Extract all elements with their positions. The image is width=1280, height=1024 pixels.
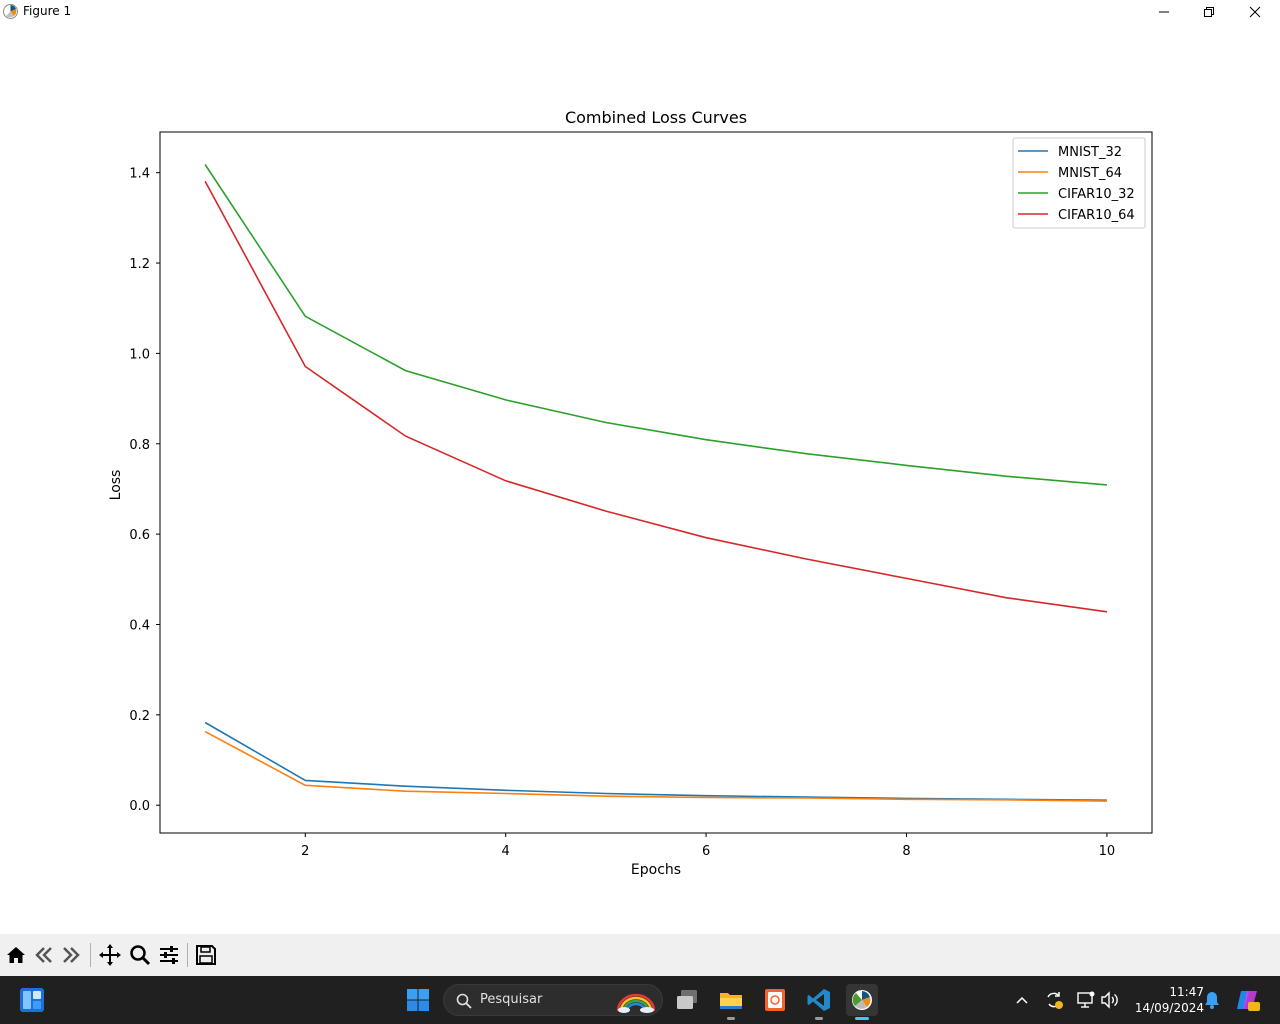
home-icon [7,947,25,963]
widgets-button[interactable] [16,984,48,1016]
file-explorer-running-indicator [727,1017,735,1020]
x-tick-label: 2 [301,844,309,859]
legend-label-cifar10_64: CIFAR10_64 [1058,208,1135,223]
zoom-button[interactable] [127,942,153,968]
minimize-button[interactable] [1141,0,1187,23]
network-tray-button[interactable] [1074,976,1098,1024]
show-hidden-icons-button[interactable] [1012,976,1032,1024]
save-button[interactable] [193,942,219,968]
sync-icon [1047,992,1063,1009]
navigation-toolbar [0,934,1280,976]
series-line-mnist_64 [204,730,1107,802]
chart-title: Combined Loss Curves [565,108,747,127]
app-button[interactable] [759,984,791,1016]
series-line-mnist_32 [204,721,1107,801]
home-button[interactable] [3,942,29,968]
toolbar-separator [90,943,91,967]
configure-subplots-button[interactable] [156,942,182,968]
save-icon [196,945,216,965]
x-tick-label: 8 [902,844,910,859]
matplotlib-taskbar-button[interactable] [846,984,878,1016]
clock-time: 11:47 [1169,985,1204,999]
y-tick-label: 0.8 [129,438,150,453]
series-line-cifar10_32 [204,164,1107,486]
vscode-icon [807,989,830,1011]
minimize-icon [1159,11,1169,12]
window-title: Figure 1 [23,4,72,18]
y-axis-label: Loss [108,470,124,501]
y-tick-label: 1.4 [129,167,150,182]
x-axis: 2 4 6 8 10 [301,833,1115,859]
series-line-cifar10_64 [204,180,1108,613]
notifications-button[interactable] [1202,976,1222,1024]
toolbar-separator [187,943,188,967]
y-tick-label: 0.0 [129,799,150,814]
loss-chart: Combined Loss Curves 2 4 6 8 10 0.0 0.2 0.4 0.6… [108,108,1153,878]
legend-label-mnist_32: MNIST_32 [1058,145,1122,160]
volume-tray-button[interactable] [1098,976,1122,1024]
y-tick-label: 0.6 [129,528,150,543]
task-view-icon [677,990,697,1009]
notification-bell-icon [1205,992,1219,1009]
configure-subplots-icon [160,946,178,964]
pan-button[interactable] [97,942,123,968]
x-tick-label: 4 [502,844,510,859]
legend-box [1012,137,1146,229]
taskbar: Pesquisar 11:47 14/09/2024 [0,976,1280,1024]
taskbar-search-box[interactable]: Pesquisar [443,984,663,1016]
forward-button[interactable] [58,942,84,968]
x-tick-label: 10 [1099,844,1116,859]
widgets-icon [20,988,44,1012]
copilot-button[interactable] [1234,976,1262,1024]
forward-icon [63,947,80,963]
matplotlib-icon [852,990,872,1010]
task-view-button[interactable] [671,984,703,1016]
restore-icon [1204,6,1214,17]
chevron-up-icon [1016,996,1028,1004]
clock-date: 14/09/2024 [1134,1001,1204,1015]
close-button[interactable] [1232,0,1278,23]
y-axis: 0.0 0.2 0.4 0.6 0.8 1.0 1.2 1.4 [129,167,160,814]
legend: MNIST_32 MNIST_64 CIFAR10_32 CIFAR10_64 [1012,137,1146,229]
y-tick-label: 0.4 [129,618,150,633]
matplotlib-app-icon [3,4,18,19]
figure-canvas[interactable]: Combined Loss Curves 2 4 6 8 10 0.0 0.2 0.4 0.6… [0,23,1280,934]
search-placeholder: Pesquisar [480,992,543,1007]
back-icon [35,947,52,963]
window-titlebar: Figure 1 [0,0,1280,23]
start-icon [407,989,429,1011]
volume-icon [1101,991,1118,1009]
start-button[interactable] [402,984,434,1016]
sync-tray-button[interactable] [1042,976,1066,1024]
taskbar-clock[interactable]: 11:47 14/09/2024 [1128,984,1204,1016]
search-highlight-rainbow-icon [616,993,656,1013]
y-tick-label: 1.2 [129,257,150,272]
back-button[interactable] [31,942,57,968]
plot-area [204,164,1108,802]
vscode-button[interactable] [803,984,835,1016]
network-icon [1077,991,1095,1008]
file-explorer-icon [720,993,742,1009]
app-icon [765,989,785,1011]
matplotlib-active-indicator [855,1017,869,1020]
search-icon [456,993,472,1009]
maximize-button[interactable] [1186,0,1232,23]
x-tick-label: 6 [702,844,710,859]
zoom-icon [130,945,151,966]
axes-frame [159,131,1153,834]
file-explorer-button[interactable] [715,984,747,1016]
y-tick-label: 1.0 [129,347,150,362]
pan-icon [99,944,121,966]
legend-label-cifar10_32: CIFAR10_32 [1058,187,1135,202]
y-tick-label: 0.2 [129,709,150,724]
x-axis-label: Epochs [631,862,681,878]
legend-label-mnist_64: MNIST_64 [1058,166,1122,181]
copilot-icon [1237,991,1260,1011]
close-icon [1249,6,1261,17]
vscode-running-indicator [815,1017,823,1020]
